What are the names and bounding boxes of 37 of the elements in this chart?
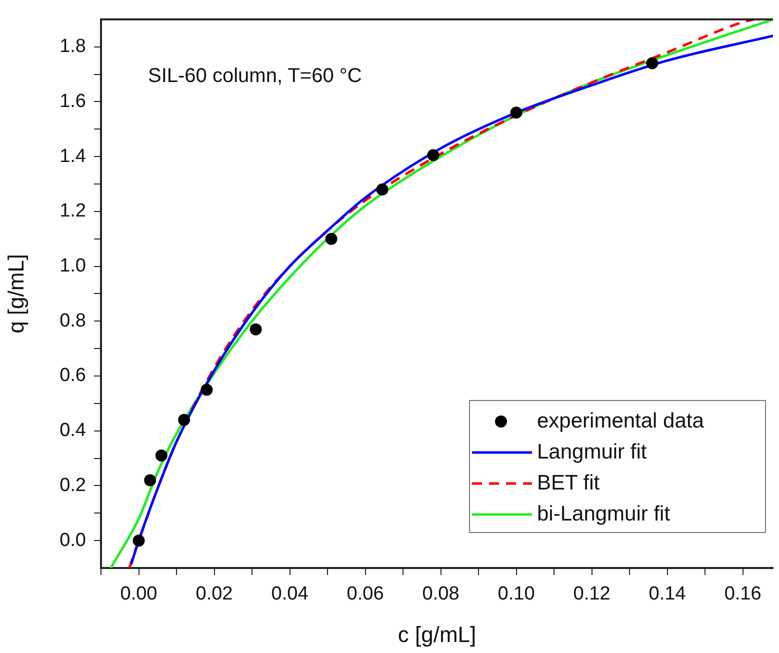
- y-tick-label: 0.6: [60, 365, 86, 386]
- legend-label: BET fit: [537, 471, 600, 494]
- x-tick-label: 0.04: [271, 584, 309, 605]
- point: [376, 183, 388, 196]
- y-tick-label: 0.4: [60, 420, 86, 442]
- x-tick-label: 0.02: [196, 584, 233, 605]
- point: [178, 414, 190, 426]
- y-tick-label: 0.0: [60, 530, 86, 551]
- y-tick-label: 0.8: [60, 310, 86, 332]
- point: [144, 474, 156, 486]
- x-tick-label: 0.06: [346, 584, 384, 605]
- point: [646, 57, 658, 70]
- x-tick-label: 0.14: [648, 584, 686, 605]
- x-axis-title: c [g/mL]: [398, 622, 476, 647]
- point: [155, 450, 168, 462]
- x-tick-label: 0.08: [422, 584, 460, 605]
- y-tick-label: 1.0: [60, 256, 86, 277]
- y-axis-title: q [g/mL]: [3, 254, 28, 334]
- y-tick-label: 0.2: [60, 474, 86, 496]
- x-tick-label: 0.16: [724, 584, 762, 605]
- y-tick-label: 1.6: [60, 90, 86, 112]
- point: [510, 106, 522, 119]
- x-tick-label: 0.12: [573, 584, 610, 605]
- y-tick-label: 1.8: [60, 36, 86, 58]
- x-tick-label: 0.00: [120, 584, 158, 605]
- annotation: SIL-60 column, T=60 °C: [148, 64, 362, 87]
- point: [325, 232, 338, 245]
- x-tick-label: 0.10: [498, 584, 535, 605]
- point: [427, 149, 440, 162]
- point: [132, 534, 145, 547]
- legend-label: bi-Langmuir fit: [537, 502, 670, 526]
- y-tick-label: 1.4: [60, 146, 86, 167]
- legend-label: experimental data: [537, 409, 704, 432]
- point: [250, 323, 262, 336]
- y-tick-label: 1.2: [60, 200, 86, 222]
- point: [200, 384, 213, 396]
- legend-label: Langmuir fit: [537, 440, 647, 464]
